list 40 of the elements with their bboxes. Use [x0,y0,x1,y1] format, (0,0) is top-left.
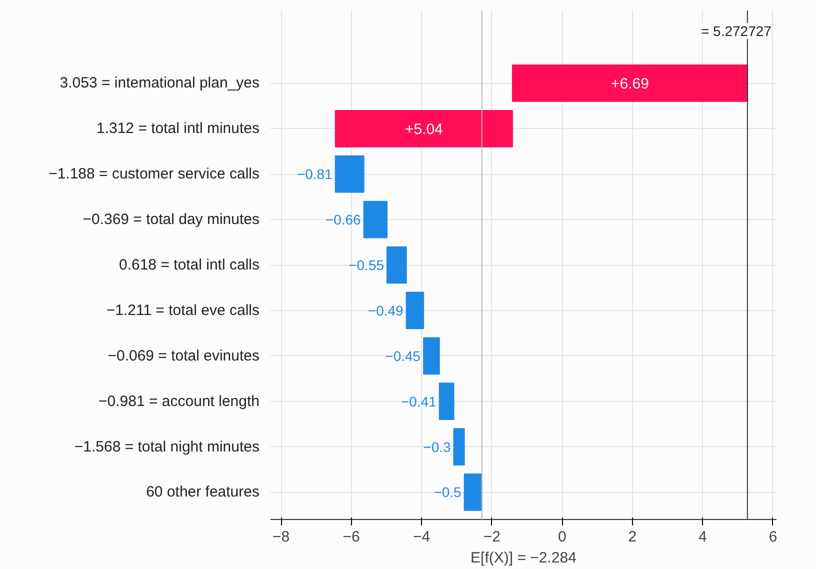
bar [386,246,407,284]
bar [406,292,424,330]
x-tick-label: −6 [342,528,360,546]
data-label: −0.66 [325,212,362,228]
x-tick-label: 6 [768,528,778,546]
data-label: −0.81 [296,166,333,182]
y-tick-label: −0.069 = total evinutes [108,347,260,364]
ref-line-label: = 5.272727 [700,22,772,39]
data-label: −0.3 [423,438,451,455]
y-tick-label: 60 other features [146,484,260,501]
bar [512,64,748,102]
data-label: +5.04 [404,121,443,138]
y-tick-label: 3.053 = intemational plan_yes [60,74,260,92]
x-tick-label: −4 [413,528,430,546]
y-tick-label: −1.188 = customer service calls [48,166,260,183]
data-label: −0.49 [368,302,404,318]
x-tick-label: 4 [698,528,707,546]
data-label: −0.55 [348,257,384,273]
bar [363,200,388,238]
bar [334,110,513,148]
y-tick-label: −0.369 = total day minutes [82,211,260,228]
y-tick-label: −0.981 = account length [98,392,260,410]
y-tick-label: −1.568 = total night minutes [74,438,260,456]
y-tick-label: −1.211 = total eve calls [106,302,260,319]
x-axis-title: E[f(X)] = −2.284 [470,550,576,566]
x-tick-label: 2 [628,528,637,546]
bar [334,155,364,193]
bar [464,474,482,511]
data-label: −0.5 [434,484,462,500]
x-tick-label: −8 [272,528,290,546]
bar [423,337,440,375]
bar [453,428,465,466]
y-tick-label: 1.312 = total intl minutes [96,120,260,138]
bar [438,382,454,420]
data-label: −0.41 [400,393,437,410]
y-tick-label: 0.618 = total intl calls [119,256,260,274]
x-tick-label: −2 [483,528,500,546]
data-label: +6.69 [611,76,649,93]
x-tick-label: 0 [558,528,566,546]
data-label: −0.45 [385,348,421,364]
